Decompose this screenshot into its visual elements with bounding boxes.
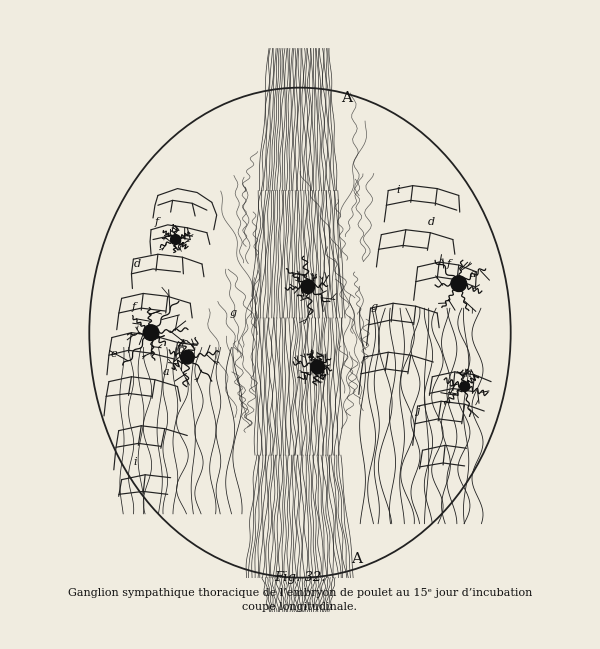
Text: Ganglion sympathique thoracique de l’embryon de poulet au 15ᵉ jour d’incubation: Ganglion sympathique thoracique de l’emb… <box>68 588 532 598</box>
Circle shape <box>143 324 159 341</box>
Circle shape <box>311 360 325 374</box>
Text: Fig. 32.: Fig. 32. <box>274 571 326 584</box>
Text: coupe longitudinale.: coupe longitudinale. <box>242 602 358 612</box>
Text: a: a <box>163 367 169 377</box>
Circle shape <box>460 382 470 391</box>
Text: A: A <box>351 552 362 566</box>
Text: g: g <box>371 302 377 312</box>
Text: i: i <box>396 186 400 195</box>
Text: g: g <box>229 308 236 318</box>
Text: c: c <box>178 345 184 355</box>
Text: d: d <box>133 259 140 269</box>
Text: e: e <box>111 349 118 359</box>
Circle shape <box>181 350 194 364</box>
Circle shape <box>301 280 315 293</box>
Text: b: b <box>170 224 178 234</box>
Text: f: f <box>131 302 136 312</box>
Text: d: d <box>427 217 434 227</box>
Text: h: h <box>464 369 472 379</box>
Text: f: f <box>155 217 159 227</box>
Text: a: a <box>470 269 476 279</box>
Text: f: f <box>447 259 451 269</box>
Text: i: i <box>133 457 137 467</box>
Text: j: j <box>416 406 419 416</box>
Circle shape <box>170 235 181 245</box>
Text: A: A <box>341 92 352 105</box>
Circle shape <box>451 276 467 291</box>
